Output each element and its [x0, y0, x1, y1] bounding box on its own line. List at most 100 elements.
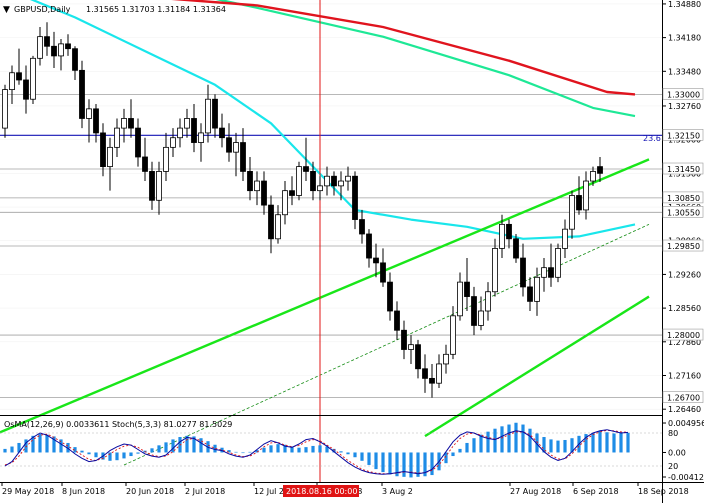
- osma-bar: [409, 452, 413, 478]
- dropdown-arrow-icon[interactable]: ▼: [3, 5, 10, 15]
- vline-date-label: 2018.08.16 00:00: [286, 487, 357, 496]
- osma-bar: [164, 442, 168, 453]
- osma-bar: [73, 447, 77, 453]
- bull-candle-body: [254, 180, 260, 192]
- osma-bar: [465, 442, 469, 453]
- osma-bar: [416, 452, 420, 477]
- price-label: 1.26700: [667, 394, 700, 403]
- bull-candle-body: [156, 171, 162, 201]
- date-label: 27 Aug 2018: [510, 487, 561, 496]
- osma-bar: [80, 450, 84, 453]
- symbol-label: GBPUSD,Daily: [14, 5, 71, 14]
- osma-bar: [304, 447, 308, 453]
- osma-bar: [542, 437, 546, 453]
- bear-candle-body: [289, 190, 295, 196]
- osma-bar: [150, 448, 154, 453]
- price-label-box: [662, 129, 704, 141]
- osma-bar: [31, 435, 35, 453]
- osma-bar: [24, 439, 28, 453]
- date-label: 12 Jul 2018: [254, 487, 299, 496]
- main-pane[interactable]: 23.6: [0, 0, 662, 482]
- bull-candle-body: [86, 108, 92, 119]
- stochastic-lines: [4, 429, 629, 475]
- price-tick-label: 1.34180: [668, 34, 701, 43]
- horizontal-levels[interactable]: [0, 94, 662, 399]
- bull-candle-body: [275, 214, 281, 240]
- price-label-box: [662, 239, 704, 252]
- osma-bar: [115, 452, 119, 461]
- bear-candle-body: [79, 69, 85, 119]
- osma-bar: [563, 439, 567, 453]
- osma-bar: [3, 448, 7, 453]
- ma-slow-line: [171, 0, 636, 96]
- price-label: 1.28000: [667, 331, 700, 340]
- osma-bar: [556, 440, 560, 453]
- bear-candle-body: [506, 223, 512, 240]
- bull-candle-body: [296, 166, 302, 196]
- price-label-box: [662, 88, 704, 100]
- bull-candle-body: [485, 291, 491, 312]
- price-label-box: [662, 162, 704, 175]
- osma-bar: [451, 452, 455, 457]
- price-tick-label: 1.27860: [668, 338, 701, 347]
- osma-bar: [486, 431, 490, 453]
- bull-candle-body: [205, 98, 211, 134]
- osma-bar: [59, 439, 63, 453]
- osma-bar: [192, 436, 196, 453]
- vline-date-marker: 2018.08.16 00:00: [283, 485, 359, 497]
- bull-candle-body: [408, 344, 414, 350]
- bear-candle-body: [548, 267, 554, 278]
- bull-candle-body: [436, 363, 442, 384]
- osma-bar: [381, 452, 385, 473]
- osma-bar: [122, 452, 126, 459]
- price-label-box: [662, 391, 704, 403]
- osma-bar: [283, 444, 287, 453]
- channel-mid-line: [123, 224, 650, 466]
- price-label: 1.29850: [667, 242, 700, 251]
- bear-candle-body: [352, 175, 358, 220]
- price-tick-label: 1.33480: [668, 67, 701, 76]
- bear-candle-body: [359, 219, 365, 235]
- bull-candle-body: [9, 72, 15, 90]
- bear-candle-body: [219, 127, 225, 139]
- bull-candle-body: [541, 267, 547, 278]
- bull-candle-body: [555, 248, 561, 278]
- osma-bar: [514, 422, 518, 453]
- date-label: 29 May 2018: [2, 487, 54, 496]
- price-axis[interactable]: 1.348801.341801.334801.327601.320601.313…: [662, 0, 704, 503]
- bear-candle-body: [387, 281, 393, 312]
- bear-candle-body: [513, 238, 519, 259]
- date-label: 6 Sep 2018: [573, 487, 619, 496]
- bear-candle-body: [597, 166, 603, 174]
- oscillator-pane[interactable]: OsMA(12,26,9) 0.0033611 Stoch(5,3,3) 81.…: [0, 420, 662, 478]
- osma-bar: [262, 447, 266, 453]
- bull-candle-body: [324, 175, 330, 187]
- bull-candle-body: [338, 180, 344, 187]
- stoch-main-line: [4, 429, 629, 475]
- date-label: 3 Aug 2: [382, 487, 413, 496]
- bull-candle-body: [450, 315, 456, 355]
- osma-bar: [318, 445, 322, 453]
- time-axis[interactable]: 29 May 2018 8 Jun 2018 20 Jun 2018 2 Jul 20…: [0, 482, 704, 497]
- osma-bar: [311, 445, 315, 453]
- osma-bar: [136, 452, 140, 454]
- osma-bar: [402, 452, 406, 477]
- osma-bar: [339, 451, 343, 453]
- bear-candle-body: [93, 108, 99, 134]
- price-tick-label: 1.29260: [668, 270, 701, 279]
- bull-candle-body: [478, 310, 484, 326]
- bear-candle-body: [422, 368, 428, 379]
- osma-bar: [570, 438, 574, 453]
- price-tick-label: 1.27160: [668, 371, 701, 380]
- osma-bar: [612, 433, 616, 453]
- osma-bar: [619, 432, 623, 453]
- osma-bar: [346, 452, 350, 455]
- osma-bar: [108, 452, 112, 461]
- price-label: 1.33000: [667, 90, 700, 99]
- bear-candle-body: [471, 296, 477, 326]
- bull-candle-body: [114, 127, 120, 148]
- bear-candle-body: [226, 137, 232, 153]
- bull-candle-body: [345, 175, 351, 182]
